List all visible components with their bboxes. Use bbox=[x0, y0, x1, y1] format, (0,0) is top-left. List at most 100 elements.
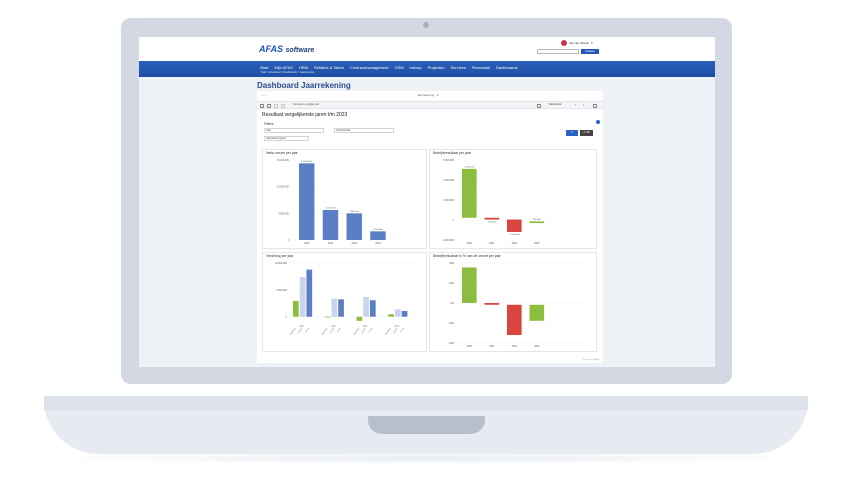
nav-item[interactable]: Services bbox=[450, 65, 466, 70]
bar[interactable] bbox=[529, 304, 545, 321]
bar[interactable] bbox=[484, 303, 500, 305]
filter-administration[interactable]: Administratie bbox=[334, 128, 394, 133]
search-input[interactable] bbox=[537, 49, 579, 54]
data-label: -1.400.000 bbox=[509, 234, 520, 236]
prev-icon[interactable]: ‹ bbox=[575, 102, 577, 107]
bar[interactable] bbox=[388, 314, 394, 317]
y-tick-label: 0 bbox=[453, 219, 455, 222]
y-tick-label: 0% bbox=[451, 302, 455, 305]
x-category-label: 2021 bbox=[331, 326, 337, 328]
y-tick-label: 20% bbox=[449, 282, 455, 285]
main-nav: Start Mijn AFAS HRM Relaties & Taken Contrac… bbox=[139, 61, 715, 77]
x-tick-label: Resultaat bbox=[321, 326, 329, 335]
nav-item[interactable]: Mijn AFAS bbox=[274, 65, 293, 70]
breadcrumb[interactable]: Start > Financieel > Dashboards > Jaarre… bbox=[261, 71, 315, 74]
dashboard-select[interactable]: Dashboard bbox=[549, 103, 562, 106]
bar[interactable] bbox=[363, 296, 369, 317]
bar[interactable] bbox=[484, 217, 500, 220]
x-tick-label: 2021 bbox=[489, 242, 495, 245]
chart-panel-resultaat-pct: Bedrijfsresultaat in % van de omzet per … bbox=[429, 252, 597, 352]
forward-icon[interactable] bbox=[281, 104, 285, 108]
y-tick-label: 40% bbox=[449, 262, 455, 265]
chart-icon[interactable] bbox=[537, 104, 541, 108]
nav-item[interactable]: Dashboards bbox=[496, 65, 518, 70]
y-tick-label: 0 bbox=[288, 239, 290, 242]
filter-year[interactable]: Jaar bbox=[264, 128, 324, 133]
bar[interactable] bbox=[369, 300, 376, 317]
bar[interactable] bbox=[462, 267, 477, 303]
nav-item[interactable]: Inkoop bbox=[409, 65, 422, 70]
bar[interactable] bbox=[462, 168, 477, 218]
bar[interactable] bbox=[306, 269, 313, 317]
x-tick-label: 2022 bbox=[512, 345, 518, 348]
nav-item[interactable]: Start bbox=[260, 65, 269, 70]
chart-panel-bedrijfsresultaat: Bedrijfsresultaat per jaar 6.000.000 4.00… bbox=[429, 149, 597, 249]
bar[interactable] bbox=[394, 309, 401, 317]
bar[interactable] bbox=[529, 221, 545, 224]
page-title: Dashboard Jaarrekening bbox=[257, 81, 351, 90]
bar[interactable] bbox=[507, 304, 522, 335]
next-icon[interactable]: › bbox=[583, 102, 585, 107]
x-tick-label: 2021 bbox=[328, 242, 334, 245]
chart-title: Netto omzet per jaar bbox=[266, 151, 298, 155]
chart-svg: 6.000.000 4.000.000 2.000.000 0 -2.000.000 5.… bbox=[443, 159, 590, 245]
bar[interactable] bbox=[299, 277, 306, 317]
data-label: 5.500.000 bbox=[464, 166, 475, 168]
bar[interactable] bbox=[322, 210, 339, 240]
filters-label: Filters bbox=[264, 122, 274, 126]
more-icon[interactable]: … bbox=[261, 92, 266, 98]
nav-item[interactable]: Relaties & Taken bbox=[314, 65, 344, 70]
bar[interactable] bbox=[331, 298, 338, 317]
layout-select[interactable]: Jaarrekening bbox=[417, 93, 435, 97]
logo-brand: AFAS bbox=[259, 44, 284, 54]
x-tick-label: Omzet bbox=[336, 326, 342, 333]
y-tick-label: 4.000.000 bbox=[443, 179, 454, 182]
chevron-down-icon: ▾ bbox=[591, 41, 593, 45]
y-tick-label: 2.000.000 bbox=[443, 199, 454, 202]
back-icon[interactable] bbox=[274, 104, 278, 108]
fullscreen-icon[interactable] bbox=[593, 104, 597, 108]
chart-svg: 40% 20% 0% -20% -40% 2020 2021 2022 2023 bbox=[448, 262, 590, 348]
data-label: 15.000.000 bbox=[301, 161, 313, 163]
bar[interactable] bbox=[324, 316, 331, 318]
y-tick-label: -40% bbox=[448, 342, 454, 345]
filters-panel: Filters Jaar Administratie Jaarrekeningv… bbox=[262, 120, 600, 145]
nav-item[interactable]: Projecten bbox=[427, 65, 445, 70]
bar[interactable] bbox=[401, 310, 408, 317]
nav-item[interactable]: Contractmanagement bbox=[349, 65, 389, 70]
chart-panel-verdeling: Verdeling per jaar 10.000.000 5.000.000 0 R… bbox=[262, 252, 427, 352]
laptop-notch bbox=[368, 416, 485, 434]
search-button[interactable]: Zoeken bbox=[581, 49, 599, 54]
afas-logo[interactable]: AFAS software bbox=[259, 44, 314, 54]
nav-item[interactable]: Financieel bbox=[471, 65, 491, 70]
x-tick-label: Omzet bbox=[400, 326, 406, 333]
camera-icon bbox=[423, 22, 429, 28]
apply-button[interactable]: 1 bbox=[566, 130, 578, 136]
page-icon[interactable] bbox=[267, 104, 271, 108]
bar[interactable] bbox=[370, 231, 386, 240]
filter-report-form[interactable]: Jaarrekeningvorm bbox=[264, 136, 309, 141]
x-tick-label: Omzet bbox=[304, 326, 310, 333]
bar[interactable] bbox=[299, 163, 315, 240]
x-tick-label: Kosten bbox=[329, 327, 335, 334]
report-subtitle: Resultaat vergelijkende jaren t/m 2023 bbox=[262, 112, 348, 118]
settings-button[interactable]: 2 / 88 bbox=[580, 130, 593, 136]
data-label: -200.000 bbox=[487, 222, 496, 224]
nav-item[interactable]: HRM bbox=[298, 65, 309, 70]
toolbar-hint: Resultaat vergelijkende bbox=[293, 103, 319, 106]
footer-text: Powered by AFAS bbox=[582, 359, 599, 361]
user-menu[interactable]: Van den Bosch ▾ bbox=[561, 40, 593, 46]
bar[interactable] bbox=[338, 299, 344, 317]
bar[interactable] bbox=[346, 213, 362, 240]
y-tick-label: 10.000.000 bbox=[275, 262, 288, 265]
bar[interactable] bbox=[293, 301, 299, 317]
nav-item[interactable]: CRM bbox=[394, 65, 404, 70]
x-tick-label: 2020 bbox=[467, 242, 473, 245]
data-label: 2.900.000 bbox=[349, 211, 360, 213]
bar[interactable] bbox=[507, 219, 522, 232]
y-tick-label: 6.000.000 bbox=[443, 159, 454, 162]
info-icon[interactable] bbox=[596, 120, 600, 124]
y-tick-label: 5.000.000 bbox=[278, 212, 289, 215]
list-icon[interactable] bbox=[260, 104, 264, 108]
bar[interactable] bbox=[356, 316, 363, 321]
